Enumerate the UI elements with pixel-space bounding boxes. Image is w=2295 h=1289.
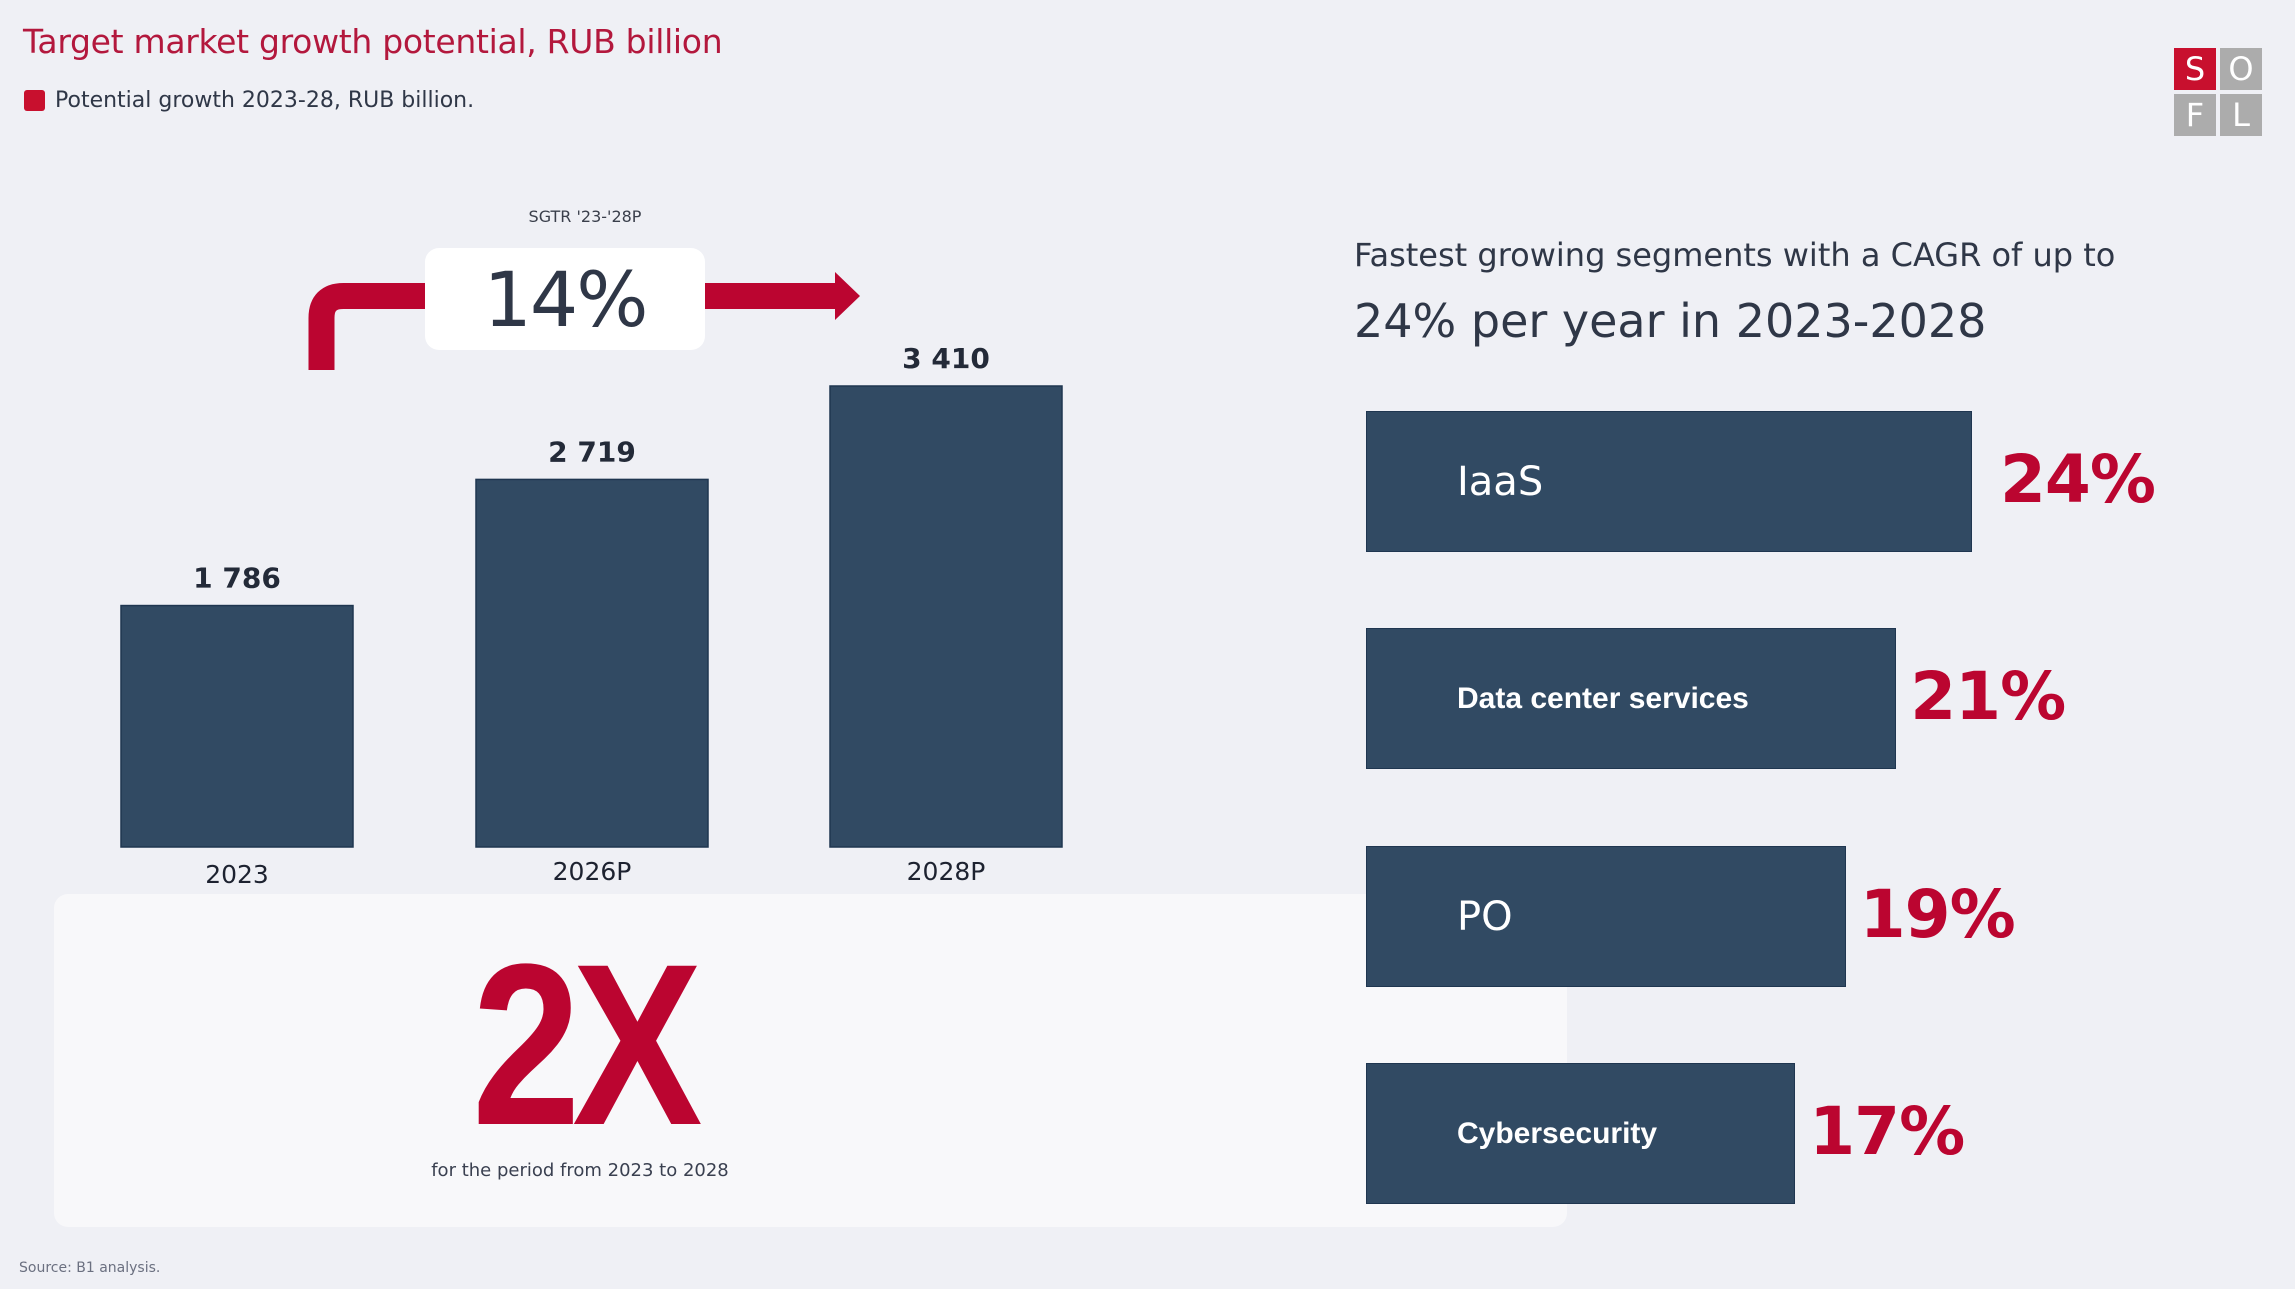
- multiplier-panel: [54, 894, 1567, 1227]
- segment-cagr-value: 24%: [2000, 441, 2156, 518]
- arrow-head: [835, 272, 860, 320]
- legend-label: Potential growth 2023-28, RUB billion.: [55, 88, 475, 113]
- segments-heading-line1: Fastest growing segments with a CAGR of …: [1354, 236, 2116, 274]
- logo-letter: L: [2220, 94, 2262, 136]
- logo-letter: F: [2174, 94, 2216, 136]
- page-title: Target market growth potential, RUB bill…: [23, 22, 723, 61]
- sgtr-label: SGTR '23-'28P: [528, 207, 642, 226]
- bar-2028p: [829, 385, 1063, 848]
- segment-bar-data-center-services: Data center services: [1366, 628, 1897, 769]
- bar-2026p: [475, 478, 709, 848]
- segment-cagr-value: 19%: [1859, 876, 2016, 953]
- bar-value-label: 2 719: [548, 435, 636, 468]
- sgtr-badge: 14%: [425, 248, 705, 350]
- segment-cagr-value: 17%: [1809, 1093, 1965, 1170]
- bar-value-label: 3 410: [902, 342, 990, 375]
- company-logo: S O F L: [2174, 48, 2264, 140]
- segment-cagr-value: 21%: [1910, 658, 2066, 735]
- segment-bar-po: PO: [1366, 846, 1846, 987]
- logo-letter: S: [2174, 48, 2216, 90]
- arrow-right-shaft: [700, 283, 837, 309]
- segment-label: IaaS: [1457, 458, 1544, 505]
- logo-letter: O: [2220, 48, 2262, 90]
- segment-label: PO: [1457, 893, 1513, 940]
- bar-2023: [120, 604, 354, 848]
- category-label: 2028P: [907, 857, 986, 886]
- multiplier-caption: for the period from 2023 to 2028: [431, 1160, 729, 1181]
- arrow-left-segment: [308, 283, 430, 370]
- chart-legend: Potential growth 2023-28, RUB billion.: [24, 88, 474, 113]
- segment-label: Cybersecurity: [1457, 1116, 1658, 1150]
- bar-value-label: 1 786: [193, 562, 281, 595]
- segment-bar-iaas: IaaS: [1366, 411, 1972, 552]
- legend-swatch: [24, 90, 45, 111]
- segment-label: Data center services: [1457, 681, 1749, 715]
- segments-heading-line2: 24% per year in 2023-2028: [1354, 294, 1987, 348]
- source-note: Source: B1 analysis.: [19, 1260, 161, 1276]
- category-label: 2023: [205, 860, 269, 889]
- category-label: 2026P: [553, 857, 632, 886]
- multiplier-value: 2X: [471, 916, 703, 1173]
- segment-bar-cybersecurity: Cybersecurity: [1366, 1063, 1796, 1204]
- sgtr-value: 14%: [483, 254, 649, 344]
